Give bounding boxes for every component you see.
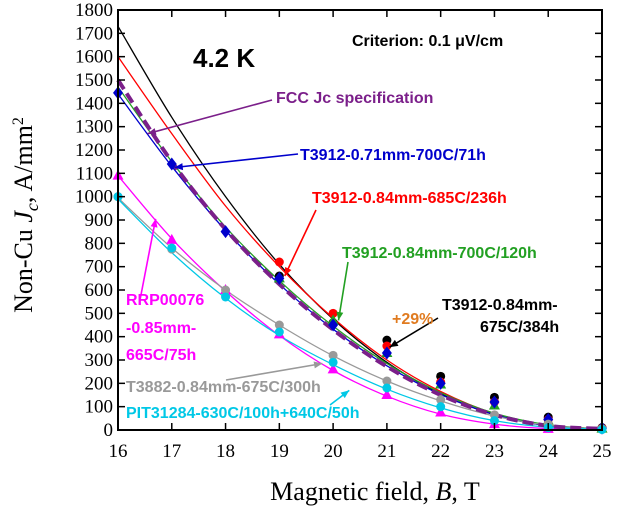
data-point — [489, 395, 500, 409]
arrow — [337, 261, 349, 321]
data-point — [166, 157, 177, 171]
arrow-head — [389, 339, 399, 348]
y-tick-label: 200 — [85, 373, 114, 394]
annotation-label: FCC Jc specification — [276, 90, 433, 107]
data-point — [382, 341, 392, 351]
y-tick-label: 0 — [104, 420, 114, 441]
spec-curve — [116, 78, 603, 431]
annotation-label: -0.85mm- — [126, 320, 196, 337]
annotation-arrows — [139, 99, 439, 406]
x-tick-label: 23 — [485, 441, 504, 462]
data-point — [328, 357, 338, 367]
y-tick-label: 1800 — [75, 0, 113, 21]
fit-curves — [116, 26, 603, 431]
x-tick-label: 20 — [324, 441, 343, 462]
data-point — [274, 320, 284, 330]
plot-frame — [117, 9, 603, 431]
arrow-head — [336, 311, 344, 321]
y-tick-label: 800 — [85, 233, 114, 254]
x-tick-label: 25 — [593, 441, 612, 462]
arrow — [225, 362, 323, 381]
y-tick-label: 700 — [85, 257, 114, 278]
data-point — [489, 416, 499, 426]
series-curve — [117, 197, 603, 430]
x-tick-label: 22 — [431, 441, 450, 462]
y-tick-label: 1600 — [75, 47, 113, 68]
y-tick-label: 100 — [85, 397, 114, 418]
annotation-label: 675C/384h — [480, 319, 559, 336]
x-axis-label: Magnetic field, B, T — [270, 477, 480, 506]
annotation-label: +29% — [392, 311, 433, 328]
data-point — [166, 233, 178, 244]
data-point — [382, 383, 392, 393]
arrow-head — [174, 163, 184, 171]
chart-title: 4.2 K — [193, 43, 255, 73]
y-tick-label: 1400 — [75, 93, 113, 114]
y-tick-label: 1700 — [75, 23, 113, 44]
y-tick-label: 1000 — [75, 187, 113, 208]
arrow — [389, 317, 439, 348]
series-curve — [117, 56, 603, 430]
y-tick-label: 1500 — [75, 70, 113, 91]
arrow-head — [313, 361, 323, 369]
x-tick-label: 24 — [539, 441, 559, 462]
annotation-label: PIT31284-630C/100h+640C/50h — [126, 405, 359, 422]
data-point — [274, 271, 285, 285]
y-tick-label: 500 — [85, 303, 114, 324]
data-point — [274, 257, 284, 267]
y-tick-label: 1300 — [75, 117, 113, 138]
arrow-head — [150, 218, 158, 228]
arrow-head — [284, 267, 292, 276]
data-point — [327, 363, 339, 374]
y-tick-label: 300 — [85, 350, 114, 371]
data-point — [436, 395, 446, 405]
data-point — [328, 318, 339, 332]
x-tick-label: 16 — [109, 441, 128, 462]
x-tick-label: 17 — [162, 441, 181, 462]
data-point — [328, 350, 338, 360]
data-point — [435, 376, 446, 390]
annotations: FCC Jc specification T3912-0.71mm-700C/71… — [126, 90, 559, 422]
data-point — [220, 225, 231, 239]
data-points — [112, 86, 608, 435]
arrow-head — [147, 128, 157, 135]
arrow — [139, 218, 157, 301]
data-point — [328, 308, 338, 318]
y-tick-label: 600 — [85, 280, 114, 301]
data-point — [221, 292, 231, 302]
data-point — [167, 243, 177, 253]
y-tick-label: 900 — [85, 210, 114, 231]
annotation-label: T3882-0.84mm-675C/300h — [126, 379, 321, 396]
annotation-label: RRP00076 — [126, 292, 204, 309]
x-tick-label: 18 — [216, 441, 235, 462]
arrow — [147, 99, 273, 135]
data-point — [436, 402, 446, 412]
arrow — [174, 153, 299, 169]
annotation-label: T3912-0.71mm-700C/71h — [300, 147, 486, 164]
x-tick-label: 19 — [270, 441, 289, 462]
y-tick-label: 1200 — [75, 140, 113, 161]
data-point — [435, 406, 447, 417]
annotation-label: T3912-0.84mm-685C/236h — [312, 190, 507, 207]
arrow-head — [340, 390, 350, 399]
data-point — [381, 389, 393, 399]
y-tick-label: 400 — [85, 327, 114, 348]
data-point — [382, 376, 392, 386]
data-point — [274, 327, 284, 337]
annotation-label: T3912-0.84mm- — [442, 297, 558, 314]
annotation-label: 665C/75h — [126, 347, 196, 364]
annotation-label: T3912-0.84mm-700C/120h — [342, 245, 537, 262]
y-tick-label: 1100 — [76, 163, 113, 184]
criterion-label: Criterion: 0.1 μV/cm — [352, 33, 503, 50]
series-curve — [117, 198, 603, 430]
arrow — [283, 209, 317, 277]
x-tick-label: 21 — [377, 441, 396, 462]
y-axis-label: Non-Cu Jc, A/mm2 — [9, 117, 42, 313]
data-point — [381, 346, 392, 360]
series-curve — [117, 175, 603, 431]
data-point — [221, 285, 231, 295]
